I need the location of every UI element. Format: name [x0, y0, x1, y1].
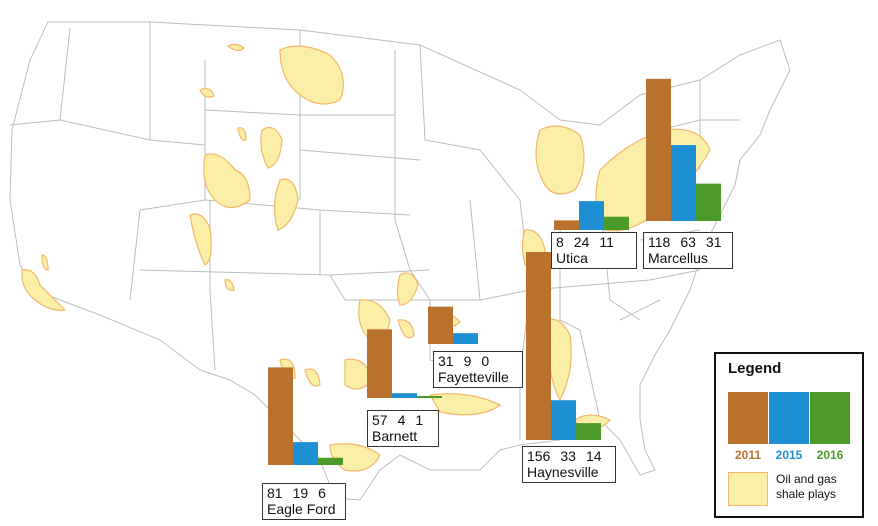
bar-barnett-2016: [417, 396, 442, 398]
eagle-ford-name: Eagle Ford: [267, 501, 336, 517]
haynesville-2015-value: 33: [560, 448, 576, 464]
bar-haynesville-2016: [576, 423, 601, 440]
bar-marcellus-2011: [646, 78, 671, 222]
bar-utica-2011: [554, 220, 579, 230]
barnett-name: Barnett: [372, 428, 418, 444]
legend: Legend 2011 2015 2016 Oil and gas shale …: [714, 352, 864, 518]
label-marcellus: 118 63 31 Marcellus: [643, 232, 733, 269]
utica-2016-value: 11: [599, 234, 614, 250]
legend-swatch-2011: [728, 392, 768, 444]
marcellus-2015-value: 63: [680, 234, 696, 250]
bar-groups: [268, 78, 721, 465]
legend-year-2011: 2011: [734, 448, 762, 462]
bar-marcellus-2016: [696, 183, 721, 221]
bar-barnett-2011: [367, 329, 392, 398]
bar-eagle-ford-2011: [268, 367, 293, 465]
bar-barnett-2015: [392, 393, 417, 398]
marcellus-2016-value: 31: [705, 234, 722, 250]
bar-marcellus-2015: [671, 145, 696, 221]
fayetteville-2011-value: 31: [438, 353, 454, 369]
label-utica: 8 24 11 Utica: [551, 232, 637, 269]
label-eagle-ford: 81 19 6 Eagle Ford: [262, 483, 346, 520]
fayetteville-2015-value: 9: [463, 353, 472, 369]
haynesville-2011-value: 156: [527, 448, 551, 464]
eagle-ford-2016-value: 6: [318, 485, 326, 501]
bar-fayetteville-2011: [428, 306, 453, 344]
bar-utica-2015: [579, 201, 604, 230]
haynesville-name: Haynesville: [527, 464, 599, 480]
bar-haynesville-2015: [551, 400, 576, 440]
barnett-2015-value: 4: [397, 412, 406, 428]
legend-shale-label: Oil and gas shale plays: [776, 472, 837, 502]
barnett-2016-value: 1: [415, 412, 424, 428]
bar-utica-2016: [604, 216, 629, 230]
legend-shale-label-line1: Oil and gas: [776, 472, 837, 486]
legend-year-2015: 2015: [775, 448, 803, 462]
bar-eagle-ford-2015: [293, 442, 318, 465]
utica-2011-value: 8: [556, 234, 564, 250]
utica-name: Utica: [556, 250, 588, 266]
barnett-2011-value: 57: [372, 412, 388, 428]
fayetteville-name: Fayetteville: [438, 369, 509, 385]
label-barnett: 57 4 1 Barnett: [367, 410, 439, 447]
marcellus-name: Marcellus: [648, 250, 708, 266]
legend-swatch-2015: [769, 392, 809, 444]
legend-shale-swatch: [728, 472, 768, 506]
bar-haynesville-2011: [526, 252, 551, 440]
legend-swatch-2016: [810, 392, 850, 444]
fayetteville-2016-value: 0: [481, 353, 490, 369]
haynesville-2016-value: 14: [585, 448, 602, 464]
label-haynesville: 156 33 14 Haynesville: [522, 446, 616, 483]
bar-fayetteville-2015: [453, 333, 478, 344]
utica-2015-value: 24: [573, 234, 590, 250]
marcellus-2011-value: 118: [648, 234, 671, 250]
shale-plays: [21, 43, 711, 472]
eagle-ford-2015-value: 19: [292, 485, 309, 501]
eagle-ford-2011-value: 81: [267, 485, 283, 501]
bar-eagle-ford-2016: [318, 457, 343, 465]
legend-title: Legend: [728, 360, 782, 377]
legend-shale-label-line2: shale plays: [776, 487, 837, 501]
label-fayetteville: 31 9 0 Fayetteville: [433, 351, 523, 388]
legend-year-2016: 2016: [816, 448, 844, 462]
